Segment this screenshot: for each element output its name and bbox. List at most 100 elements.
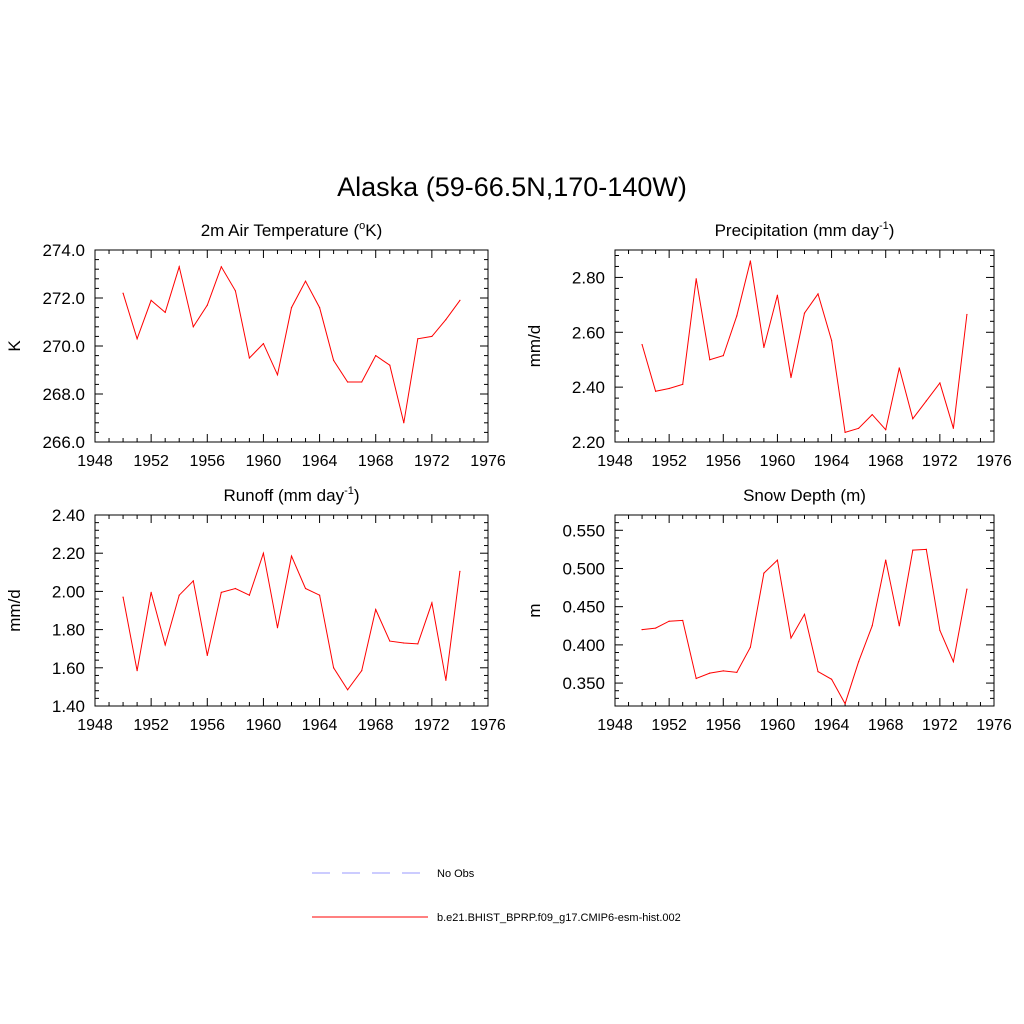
data-point-runoff	[192, 580, 194, 582]
x-tick-label: 1948	[597, 453, 633, 470]
data-point-runoff	[459, 570, 461, 572]
data-point-runoff	[318, 594, 321, 596]
data-point-runoff	[290, 555, 293, 557]
data-point-temp	[192, 326, 194, 328]
x-tick-label: 1976	[976, 453, 1012, 470]
data-point-snow	[722, 670, 724, 672]
x-tick-label: 1956	[189, 453, 225, 470]
data-point-precip	[722, 355, 724, 357]
data-point-runoff	[389, 640, 391, 642]
data-point-snow	[695, 677, 697, 680]
data-point-precip	[817, 293, 819, 295]
panel-title-snow: Snow Depth (m)	[743, 486, 866, 505]
data-point-snow	[682, 619, 684, 622]
x-tick-label: 1960	[246, 717, 282, 734]
x-tick-label: 1968	[868, 717, 904, 734]
data-point-runoff	[431, 602, 433, 604]
series-line-snow	[642, 548, 968, 705]
x-tick-label: 1976	[976, 717, 1012, 734]
data-point-runoff	[122, 596, 124, 598]
panel-title-temp: 2m Air Temperature (oK)	[201, 220, 383, 240]
data-point-precip	[871, 413, 873, 416]
data-point-runoff	[164, 644, 166, 646]
series-line-runoff	[122, 551, 461, 691]
data-point-temp	[389, 364, 391, 366]
data-point-precip	[695, 278, 697, 280]
data-point-runoff	[178, 594, 180, 596]
data-point-snow	[803, 613, 806, 615]
data-point-temp	[276, 374, 279, 376]
data-point-temp	[136, 338, 138, 340]
y-tick-label: 1.60	[52, 659, 85, 678]
y-axis-label-precip: mm/d	[525, 325, 544, 368]
data-point-temp	[361, 381, 363, 383]
y-tick-label: 272.0	[42, 289, 85, 308]
x-tick-label: 1952	[651, 717, 687, 734]
x-tick-label: 1964	[814, 453, 850, 470]
data-point-runoff	[248, 594, 250, 596]
data-point-temp	[347, 381, 349, 383]
y-tick-label: 268.0	[42, 385, 85, 404]
x-tick-label: 1972	[922, 717, 958, 734]
data-point-runoff	[136, 670, 138, 672]
data-point-snow	[817, 671, 819, 673]
data-point-temp	[403, 422, 405, 424]
panel-temp: 2m Air Temperature (oK) K 1948 1952 1956 1960…	[5, 220, 506, 470]
series-line-precip	[641, 260, 968, 434]
data-point-temp	[445, 319, 447, 321]
page-title: Alaska (59-66.5N,170-140W)	[337, 172, 687, 202]
data-point-snow	[871, 625, 873, 627]
x-tick-label: 1964	[302, 717, 338, 734]
panel-precip: Precipitation (mm day-1) mm/d 1948 1952 1956…	[525, 220, 1012, 470]
data-point-snow	[952, 661, 954, 663]
data-point-snow	[709, 672, 711, 674]
y-axis-label-snow: m	[525, 603, 544, 617]
x-tick-label: 1952	[133, 717, 169, 734]
data-point-runoff	[304, 587, 307, 590]
y-tick-label: 1.40	[52, 697, 85, 716]
data-point-snow	[763, 572, 765, 574]
data-point-precip	[939, 382, 941, 384]
data-point-runoff	[375, 608, 377, 611]
data-point-runoff	[276, 627, 279, 629]
data-point-precip	[803, 312, 806, 314]
data-point-runoff	[347, 689, 349, 691]
data-point-snow	[776, 559, 779, 561]
x-tick-label: 1972	[414, 717, 450, 734]
data-point-precip	[966, 313, 968, 316]
data-point-snow	[830, 678, 833, 680]
data-point-runoff	[361, 670, 363, 672]
data-point-precip	[790, 376, 792, 379]
data-point-runoff	[220, 591, 222, 593]
x-tick-label: 1968	[868, 453, 904, 470]
data-point-runoff	[262, 552, 265, 554]
x-tick-label: 1960	[760, 717, 796, 734]
data-point-precip	[912, 418, 914, 420]
data-point-precip	[749, 260, 751, 262]
data-point-snow	[966, 588, 968, 590]
data-point-temp	[248, 357, 250, 359]
plot-frame-snow	[614, 514, 995, 707]
data-point-precip	[655, 390, 657, 392]
data-point-runoff	[206, 654, 208, 656]
y-tick-label: 2.80	[572, 268, 605, 287]
y-tick-label: 2.20	[52, 544, 85, 563]
panel-title-precip: Precipitation (mm day-1)	[715, 220, 895, 240]
x-tick-label: 1956	[189, 717, 225, 734]
data-point-temp	[318, 307, 321, 309]
data-point-temp	[220, 266, 222, 268]
x-tick-label: 1968	[358, 717, 394, 734]
data-point-temp	[206, 304, 208, 306]
data-point-precip	[844, 431, 846, 433]
x-tick-label: 1968	[358, 453, 394, 470]
y-tick-label: 0.550	[562, 521, 605, 540]
data-point-temp	[304, 280, 307, 282]
x-tick-label: 1948	[77, 717, 113, 734]
y-tick-label: 270.0	[42, 337, 85, 356]
data-point-temp	[178, 266, 180, 268]
data-point-temp	[122, 292, 124, 294]
data-point-temp	[150, 299, 152, 301]
data-point-runoff	[417, 643, 419, 645]
data-point-precip	[858, 427, 860, 429]
data-point-runoff	[333, 667, 335, 669]
